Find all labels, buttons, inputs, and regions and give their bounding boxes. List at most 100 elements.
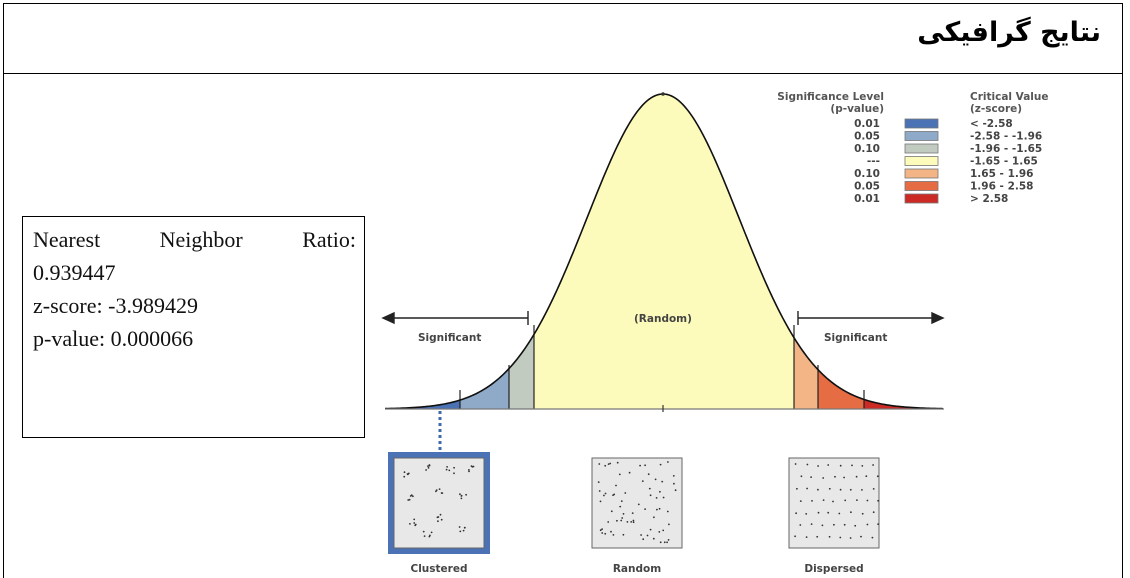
cluster-point [413,518,416,521]
region-center [534,94,794,409]
cluster-point [407,499,410,501]
random-point [604,492,607,495]
random-point [610,530,612,533]
cluster-point [428,464,431,467]
random-point [601,532,604,534]
dispersed-point [806,487,808,490]
cluster-point [439,513,442,516]
cluster-point [460,497,463,500]
ratio-label-word-1: Nearest [33,227,101,252]
cluster-point [438,488,441,490]
dispersed-point [800,475,803,478]
random-point [644,508,646,510]
dispersed-point [794,535,796,538]
dispersed-point [811,500,813,502]
region-near-right [794,94,818,409]
random-point [599,500,602,503]
cluster-point [453,472,455,475]
cluster-point [403,471,406,474]
cluster-point [440,492,443,494]
random-point [662,496,665,499]
ratio-value: 0.939447 [33,260,116,285]
dispersed-point [849,488,852,491]
random-point [610,510,613,513]
cluster-point [440,518,443,521]
random-point [626,521,629,523]
random-point [672,475,675,477]
legend-swatch [904,168,939,179]
legend-swatch [904,193,939,204]
region-near-left [509,94,534,409]
cluster-point [427,465,429,467]
dispersed-point [821,524,824,527]
legend-crit-header-2: (z-score) [970,103,1022,115]
dispersed-point [839,488,842,491]
dispersed-point [861,512,864,515]
random-point [654,478,657,481]
dispersed-point [816,535,819,538]
cluster-point [423,535,426,537]
cluster-point [458,526,461,528]
random-point [641,480,644,482]
random-point [652,537,655,540]
dispersed-point [810,523,813,525]
cluster-point [462,529,465,532]
random-pattern-box [591,457,683,549]
dispersed-point [810,476,812,478]
cluster-point [468,469,470,471]
dispersed-point [805,513,808,515]
random-point [632,521,635,524]
random-point [619,505,622,508]
random-point [598,463,601,465]
random-point [666,510,669,513]
dispersed-point [827,511,830,514]
legend-swatch [904,156,939,166]
random-point [620,519,623,522]
random-point [615,484,617,487]
dispersed-point [827,464,830,466]
dispersed-point [850,511,852,514]
cluster-point [408,498,411,501]
random-point [616,519,618,522]
random-point [597,481,600,483]
dispersed-point [855,475,858,478]
random-point [659,463,662,466]
random-point [674,489,677,492]
ratio-label: Nearest Neighbor Ratio: [33,223,356,256]
random-point [604,464,607,467]
dispersed-point [822,477,825,479]
random-point [640,534,642,536]
cluster-point [403,475,406,478]
dispersed-point [872,488,875,490]
cluster-point [448,469,451,472]
dispersed-point [817,465,819,467]
random-point [646,534,649,537]
cluster-point [410,494,413,497]
random-point [612,534,615,536]
cluster-point [437,520,439,523]
dispersed-point [843,476,845,479]
region-left [460,94,509,409]
cluster-point [453,466,455,469]
random-point [662,529,665,532]
random-point [655,497,658,499]
page-title: نتایج گرافیکی [917,17,1101,48]
dispersed-point [834,475,836,478]
legend-p-value: 0.01 [854,118,880,130]
right-significant-label: Significant [824,332,887,344]
cluster-point [463,526,466,529]
random-point [607,521,610,523]
random-point [668,523,670,526]
random-pattern-label: Random [613,563,661,575]
dispersed-point [828,487,831,490]
dispersed-point [856,499,858,501]
clustered-points [403,464,475,538]
random-point [659,541,662,544]
dispersed-pattern-box [788,457,880,549]
legend-z-range: 1.65 - 1.96 [970,168,1033,180]
random-point [663,541,666,544]
random-point [632,519,635,522]
legend-p-value: 0.10 [854,143,880,155]
random-point [667,539,670,541]
stats-box: Nearest Neighbor Ratio: 0.939447 z-score… [22,216,365,438]
